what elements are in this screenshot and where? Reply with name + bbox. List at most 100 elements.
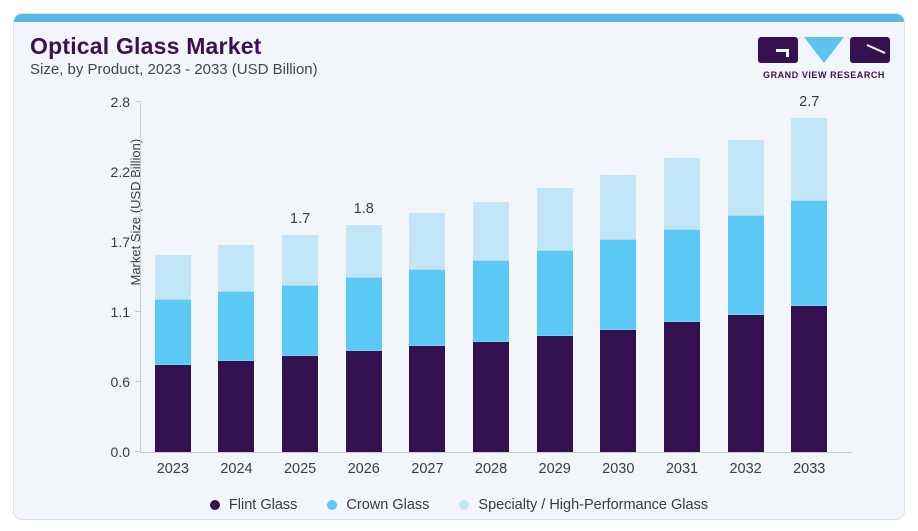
bar-segment-crown-2024 xyxy=(218,292,255,361)
logo-g-block-icon xyxy=(758,37,798,63)
bar-total-label-2033: 2.7 xyxy=(799,94,820,111)
bar-segment-flint-2033 xyxy=(791,305,828,452)
page-subtitle: Size, by Product, 2023 - 2033 (USD Billi… xyxy=(30,61,318,78)
bar-total-label-2026: 1.8 xyxy=(353,200,374,217)
x-tick-label-2027: 2027 xyxy=(411,461,444,477)
bar-segment-flint-2024 xyxy=(218,360,255,452)
bar-segment-specialty-2033 xyxy=(791,118,828,201)
bar-column-2033: 2.7 2033 xyxy=(777,94,841,477)
bar-column-2025: 1.7 2025 xyxy=(268,102,332,477)
bar-segment-crown-2027 xyxy=(409,269,446,346)
plot-area: 2023 2024 1.7 2025 1.8 2026 2027 2028 2029 2030 20… xyxy=(111,94,852,477)
y-tick-mark xyxy=(135,311,141,312)
bar-segment-crown-2028 xyxy=(473,260,510,342)
y-tick-label: 2.2 xyxy=(110,164,130,180)
bar-stack-2031 xyxy=(663,158,700,452)
y-tick-label: 2.8 xyxy=(110,94,130,110)
bar-stack-2029 xyxy=(536,188,573,452)
bar-column-2028: 2028 xyxy=(459,102,523,477)
bar-segment-specialty-2031 xyxy=(663,158,700,230)
bar-stack-2033 xyxy=(791,118,828,452)
page-title: Optical Glass Market xyxy=(30,33,262,59)
legend-label-flint-glass: Flint Glass xyxy=(228,497,298,513)
bar-column-2029: 2029 xyxy=(523,102,587,477)
bar-column-2026: 1.8 2026 xyxy=(332,102,396,477)
logo-r-block-icon xyxy=(850,37,890,63)
bar-total-label-2025: 1.7 xyxy=(290,210,311,227)
bar-segment-flint-2026 xyxy=(345,350,382,452)
bars-row: 2023 2024 1.7 2025 1.8 2026 2027 2028 2029 2030 20… xyxy=(141,94,841,477)
y-tick-label: 1.1 xyxy=(110,304,130,320)
legend-label-specialty-glass: Specialty / High-Performance Glass xyxy=(478,497,709,513)
bar-stack-2032 xyxy=(727,139,764,452)
x-tick-label-2033: 2033 xyxy=(793,461,826,477)
crown-glass-dot-icon xyxy=(327,500,338,510)
bar-segment-crown-2025 xyxy=(282,285,319,356)
bar-segment-flint-2029 xyxy=(536,335,573,452)
y-tick-label: 0.6 xyxy=(110,374,130,390)
legend-item-specialty-glass: Specialty / High-Performance Glass xyxy=(459,497,708,513)
bar-column-2032: 2032 xyxy=(714,102,778,477)
bar-segment-flint-2027 xyxy=(409,345,446,452)
bar-stack-2025 xyxy=(282,234,319,452)
y-tick-mark xyxy=(135,101,141,102)
bar-column-2030: 2030 xyxy=(586,102,650,477)
bar-column-2031: 2031 xyxy=(650,102,714,477)
y-tick-mark xyxy=(135,381,141,382)
legend-label-crown-glass: Crown Glass xyxy=(346,497,430,513)
logo-text: GRAND VIEW RESEARCH xyxy=(763,70,885,80)
bar-segment-crown-2031 xyxy=(663,229,700,322)
bar-segment-specialty-2024 xyxy=(218,244,255,292)
legend-item-flint-glass: Flint Glass xyxy=(209,497,298,513)
bar-segment-crown-2029 xyxy=(536,250,573,336)
top-accent-bar xyxy=(14,14,904,22)
bar-stack-2027 xyxy=(409,213,446,452)
bar-segment-specialty-2032 xyxy=(727,139,764,216)
bar-stack-2026 xyxy=(345,224,382,452)
bar-segment-crown-2023 xyxy=(154,299,191,365)
x-tick-label-2031: 2031 xyxy=(665,461,699,477)
bar-segment-flint-2023 xyxy=(154,364,191,452)
bar-segment-specialty-2028 xyxy=(473,202,510,261)
bar-segment-specialty-2023 xyxy=(154,254,191,300)
bar-segment-specialty-2030 xyxy=(600,174,637,240)
bar-column-2023: 2023 xyxy=(141,102,205,477)
flint-glass-dot-icon xyxy=(209,500,220,510)
y-tick-mark xyxy=(135,451,141,452)
y-tick-mark xyxy=(135,241,141,242)
legend: Flint Glass Crown Glass Specialty / High… xyxy=(13,497,905,513)
x-tick-label-2023: 2023 xyxy=(156,461,189,477)
bar-segment-crown-2030 xyxy=(600,239,637,330)
bar-segment-specialty-2027 xyxy=(409,213,446,270)
y-tick-mark xyxy=(135,171,141,172)
bar-segment-flint-2032 xyxy=(727,314,764,452)
bar-segment-specialty-2026 xyxy=(345,224,382,279)
bar-segment-crown-2026 xyxy=(345,278,382,351)
bar-column-2024: 2024 xyxy=(205,102,269,477)
bar-stack-2030 xyxy=(600,174,637,452)
legend-item-crown-glass: Crown Glass xyxy=(327,497,429,513)
bar-segment-flint-2031 xyxy=(663,322,700,452)
x-tick-label-2028: 2028 xyxy=(474,461,508,477)
x-tick-label-2032: 2032 xyxy=(729,461,762,477)
bar-stack-2024 xyxy=(218,244,255,452)
logo-v-triangle-icon xyxy=(804,37,844,63)
x-tick-label-2030: 2030 xyxy=(602,461,635,477)
bar-segment-flint-2025 xyxy=(282,355,319,452)
bar-segment-crown-2032 xyxy=(727,215,764,315)
bar-segment-crown-2033 xyxy=(791,200,828,306)
bar-stack-2028 xyxy=(473,202,510,452)
gvr-logo-icon xyxy=(757,37,891,65)
bar-column-2027: 2027 xyxy=(396,102,460,477)
bar-segment-flint-2030 xyxy=(600,329,637,452)
bar-segment-specialty-2025 xyxy=(282,234,319,286)
x-tick-label-2029: 2029 xyxy=(538,461,571,477)
x-tick-label-2024: 2024 xyxy=(220,461,253,477)
bar-segment-flint-2028 xyxy=(473,342,510,452)
x-tick-label-2026: 2026 xyxy=(347,461,380,477)
bar-segment-specialty-2029 xyxy=(536,188,573,251)
x-tick-label-2025: 2025 xyxy=(283,461,317,477)
bar-stack-2023 xyxy=(154,254,191,452)
grand-view-research-logo: GRAND VIEW RESEARCH xyxy=(757,37,891,80)
